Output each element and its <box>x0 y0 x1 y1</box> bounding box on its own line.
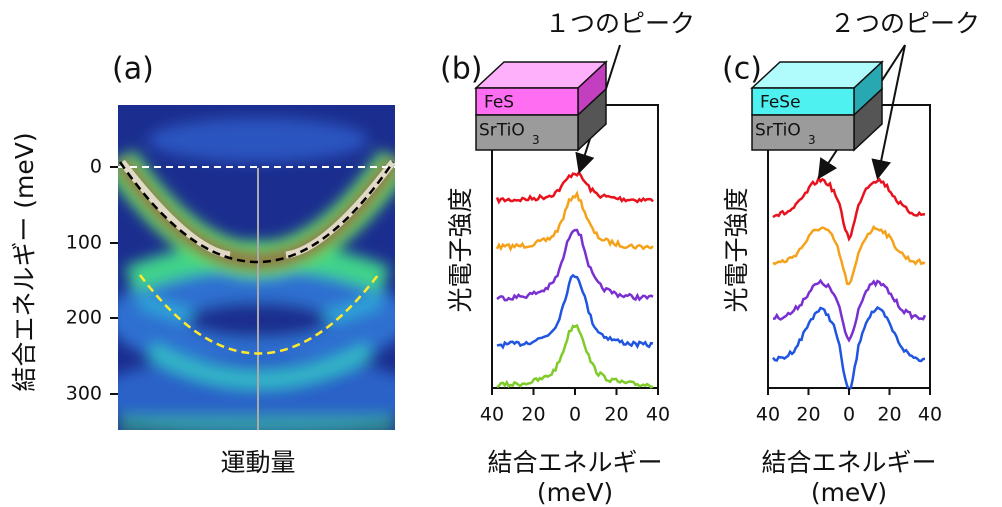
substrate-label: SrTiO <box>755 121 801 141</box>
x-tick-label: 20 <box>521 404 545 426</box>
x-tick-label: 40 <box>756 404 780 426</box>
substrate-label: SrTiO <box>479 121 525 141</box>
film-label: FeSe <box>760 93 801 113</box>
y-axis-title: 光電子強度 <box>722 187 751 312</box>
film-label: FeS <box>484 93 514 113</box>
spectrum-curve <box>497 275 653 347</box>
x-axis-title: 運動量 <box>220 448 295 477</box>
annotation: １つのピーク <box>545 9 695 38</box>
y-ticks <box>110 167 118 394</box>
substrate-subscript: 3 <box>808 133 816 147</box>
y-tick-label: 100 <box>66 232 102 254</box>
x-tick-label: 40 <box>918 404 942 426</box>
annotation: ２つのピーク <box>830 9 980 38</box>
y-tick-label: 0 <box>90 156 102 178</box>
y-axis-title: 光電子強度 <box>446 187 475 312</box>
x-axis-unit: (meV) <box>811 478 887 507</box>
heatmap <box>98 105 418 435</box>
spectrum-curve <box>773 281 925 341</box>
x-tick-label: 20 <box>877 404 901 426</box>
spectrum-curve <box>773 178 925 239</box>
spectrum-curve <box>497 230 653 300</box>
x-tick-label: 0 <box>569 404 581 426</box>
panel-label: (a) <box>112 52 154 87</box>
x-tick-label: 40 <box>480 404 504 426</box>
x-axis-unit: (meV) <box>537 478 613 507</box>
y-axis-title: 結合エネルギー (meV) <box>10 132 39 391</box>
x-axis-title: 結合エネルギー <box>761 448 936 477</box>
spectrum-curve <box>773 308 925 390</box>
x-tick-label: 40 <box>646 404 670 426</box>
x-tick-label: 20 <box>796 404 820 426</box>
x-tick-label: 0 <box>843 404 855 426</box>
x-axis-title: 結合エネルギー <box>487 448 662 477</box>
substrate-subscript: 3 <box>532 133 540 147</box>
y-tick-label: 200 <box>66 307 102 329</box>
panel-label: (c) <box>722 52 762 87</box>
panel-label: (b) <box>440 52 482 87</box>
x-tick-label: 20 <box>604 404 628 426</box>
spectrum-curve <box>497 326 653 388</box>
y-tick-label: 300 <box>66 383 102 405</box>
figure: (a) 0 100 200 300 結合エネルギー (meV) 運動量 (b)4… <box>0 0 1002 507</box>
